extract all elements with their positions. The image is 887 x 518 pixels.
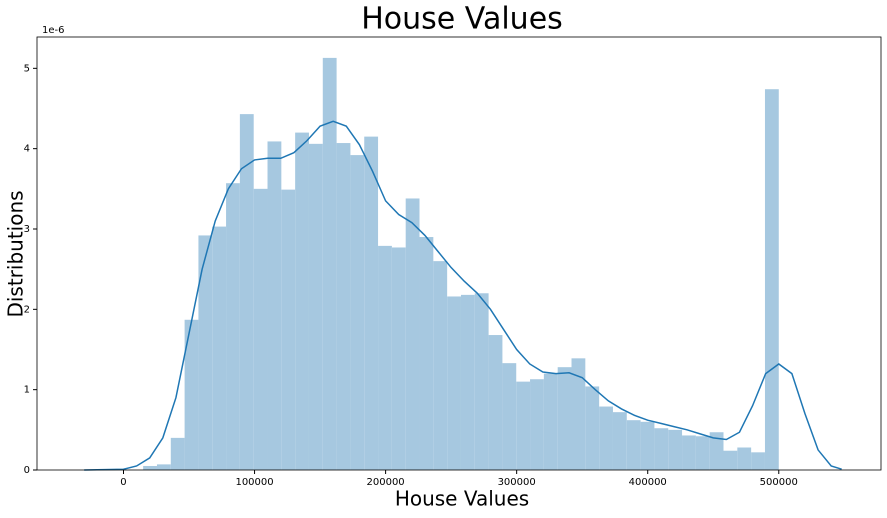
bar — [599, 406, 613, 470]
x-tick-label: 0 — [120, 477, 126, 488]
y-tick-label: 3 — [24, 224, 30, 235]
bar — [654, 428, 669, 470]
bar — [322, 57, 337, 470]
bar — [156, 464, 171, 470]
bar — [447, 296, 461, 470]
bar — [764, 89, 779, 470]
bar — [170, 437, 185, 470]
bar — [640, 421, 655, 470]
bar — [226, 183, 240, 470]
bar — [668, 429, 683, 470]
bar — [253, 188, 268, 470]
bar — [516, 381, 531, 470]
x-axis-label: House Values — [395, 487, 529, 511]
x-tick-label: 200000 — [367, 477, 405, 488]
y-tick-label: 2 — [24, 304, 30, 315]
x-tick-label: 100000 — [235, 477, 273, 488]
bar — [281, 189, 296, 470]
bar — [751, 452, 765, 470]
bar — [682, 435, 696, 470]
y-tick-label: 5 — [24, 63, 30, 74]
bar — [723, 450, 738, 470]
bar — [295, 132, 309, 470]
bar — [433, 261, 448, 470]
bar — [488, 335, 503, 470]
bar — [391, 247, 406, 470]
bar — [474, 293, 489, 470]
bar — [184, 319, 199, 470]
bar — [198, 235, 213, 470]
plot-frame — [36, 36, 882, 471]
bar — [336, 143, 351, 470]
y-tick-label: 0 — [24, 465, 30, 476]
y-offset-label: 1e-6 — [42, 25, 65, 36]
x-tick-label: 500000 — [760, 477, 798, 488]
x-tick-label: 400000 — [629, 477, 667, 488]
bar — [737, 447, 752, 470]
bar — [267, 141, 282, 470]
bar — [612, 412, 627, 470]
bar — [709, 432, 724, 470]
bar — [350, 155, 365, 470]
x-tick-label: 300000 — [498, 477, 536, 488]
chart-title: House Values — [361, 2, 563, 37]
bar — [543, 373, 558, 470]
y-axis-label: Distributions — [4, 190, 28, 317]
bar — [212, 226, 227, 470]
bar — [239, 114, 254, 470]
bar — [695, 436, 710, 470]
bar — [405, 198, 420, 470]
bar — [143, 465, 157, 470]
bar — [530, 379, 544, 470]
bar — [626, 420, 641, 470]
bar — [502, 363, 517, 470]
bar — [419, 237, 434, 470]
bar — [557, 367, 572, 470]
bar — [308, 143, 323, 470]
bar — [571, 358, 586, 470]
bar — [378, 245, 392, 470]
bar — [585, 386, 600, 470]
y-tick-label: 4 — [24, 144, 30, 155]
bar — [460, 294, 475, 470]
y-tick-label: 1 — [24, 385, 30, 396]
bar — [364, 136, 379, 470]
kde-line — [84, 120, 842, 471]
